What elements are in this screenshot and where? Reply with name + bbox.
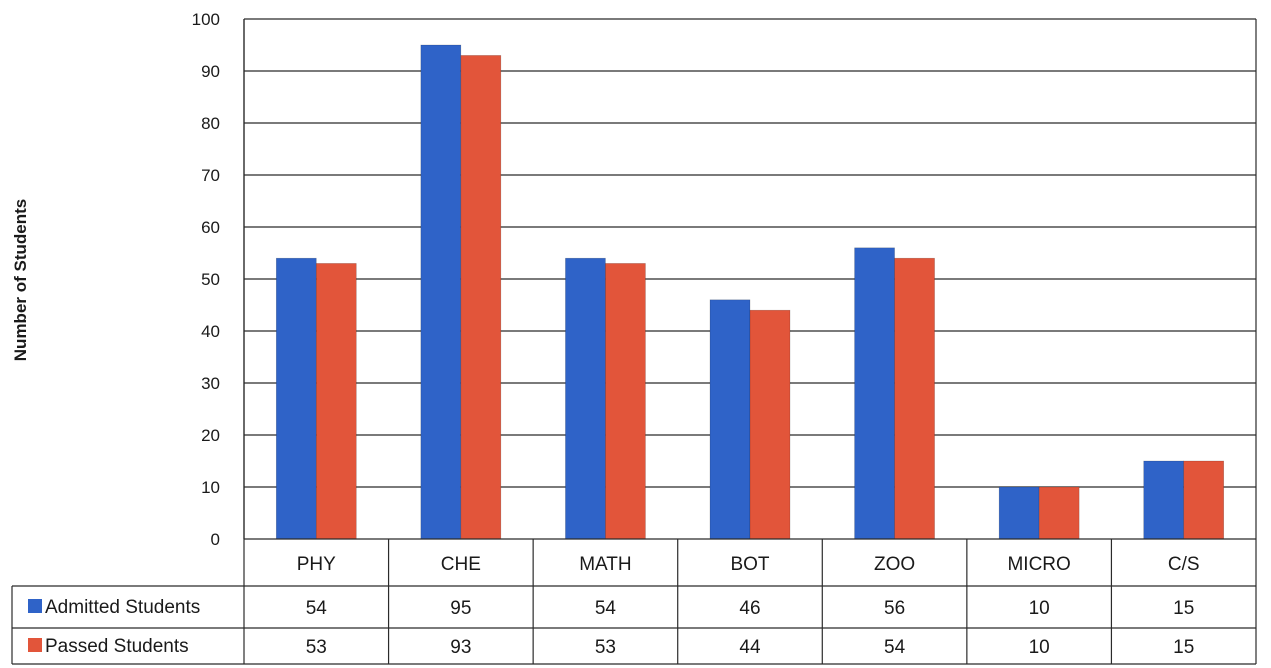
bar-admitted-students-zoo — [854, 247, 895, 540]
data-table: PHY CHE MATH BOT ZOO MICRO C/S Admitted Student… — [11, 538, 1257, 665]
y-tick-label: 20 — [201, 426, 220, 445]
bar-admitted-students-math — [565, 257, 606, 540]
bar-passed-students-c-s — [1183, 460, 1225, 540]
data-label: 54 — [595, 598, 617, 619]
y-tick-label: 10 — [201, 478, 220, 497]
category-label: PHY — [297, 554, 336, 575]
data-label: 54 — [306, 598, 328, 619]
y-axis: 0 10 20 30 40 50 60 70 80 90 100 — [192, 10, 1257, 549]
y-tick-label: 80 — [201, 114, 220, 133]
category-label: BOT — [730, 554, 769, 575]
y-tick-label: 50 — [201, 270, 220, 289]
bar-passed-students-phy — [315, 263, 357, 540]
y-tick-label: 30 — [201, 374, 220, 393]
bar-admitted-students-che — [420, 44, 462, 540]
bar-admitted-students-micro — [998, 486, 1040, 540]
category-label: ZOO — [874, 554, 915, 575]
bar-admitted-students-phy — [275, 257, 317, 540]
y-tick-label: 0 — [211, 530, 220, 549]
y-tick-label: 40 — [201, 322, 220, 341]
data-label: 53 — [306, 637, 327, 658]
category-label: C/S — [1168, 554, 1200, 575]
bars — [275, 44, 1225, 540]
y-tick-label: 60 — [201, 218, 220, 237]
data-label: 93 — [450, 637, 471, 658]
y-tick-label: 100 — [192, 10, 220, 29]
bar-passed-students-bot — [749, 309, 791, 540]
data-label: 44 — [739, 637, 761, 658]
y-axis-title: Number of Students — [11, 199, 30, 361]
y-tick-label: 70 — [201, 166, 220, 185]
bar-admitted-students-bot — [709, 299, 751, 540]
category-label: MICRO — [1007, 554, 1070, 575]
data-label: 95 — [450, 598, 471, 619]
data-label: 46 — [739, 598, 760, 619]
bar-passed-students-math — [605, 263, 646, 540]
legend-label: Passed Students — [45, 636, 189, 657]
legend-label: Admitted Students — [45, 597, 200, 618]
gridlines — [244, 18, 1256, 488]
bar-passed-students-zoo — [894, 257, 935, 540]
y-tick-label: 90 — [201, 62, 220, 81]
category-label: MATH — [579, 554, 631, 575]
bar-passed-students-che — [460, 55, 502, 540]
data-label: 10 — [1029, 598, 1050, 619]
bar-passed-students-micro — [1038, 486, 1080, 540]
data-label: 53 — [595, 637, 616, 658]
bar-admitted-students-c-s — [1143, 460, 1185, 540]
data-label: 10 — [1029, 637, 1050, 658]
data-label: 54 — [884, 637, 906, 658]
data-label: 15 — [1173, 598, 1194, 619]
legend-swatch-passed-students — [28, 638, 42, 652]
data-label: 56 — [884, 598, 905, 619]
category-label: CHE — [441, 554, 481, 575]
legend-swatch-admitted-students — [28, 599, 42, 613]
data-label: 15 — [1173, 637, 1194, 658]
